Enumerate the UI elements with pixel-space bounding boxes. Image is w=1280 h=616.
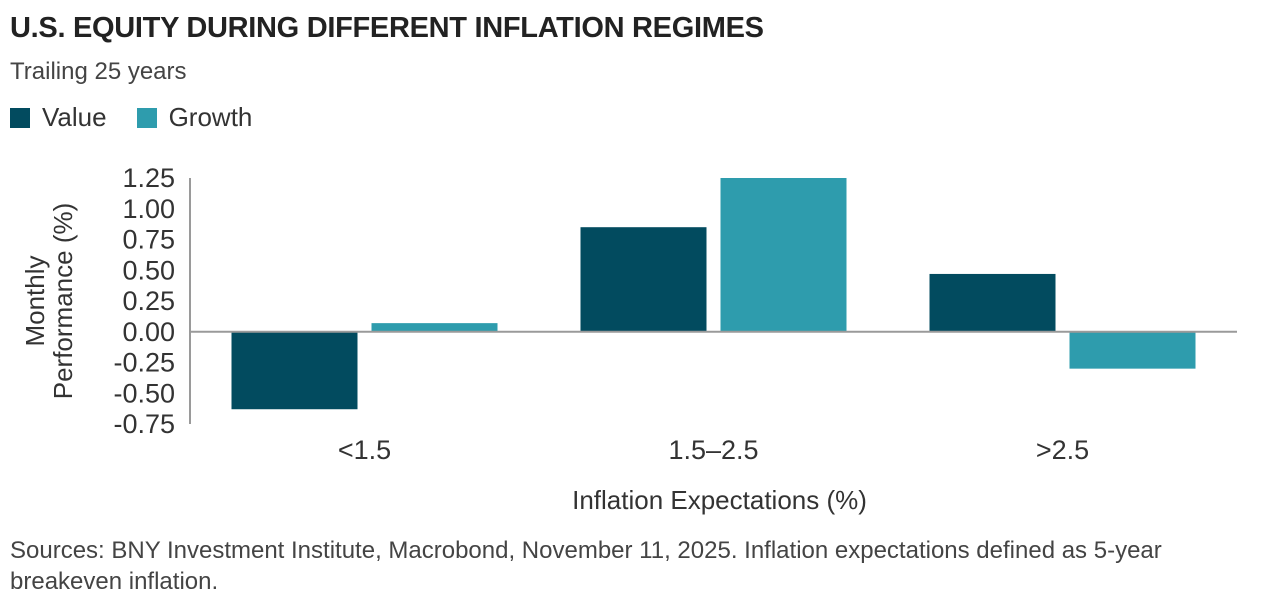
bars — [231, 178, 1196, 410]
legend-label-value: Value — [42, 102, 107, 132]
legend-swatch-growth — [136, 107, 157, 128]
legend-item-value: Value — [10, 102, 107, 133]
bar-value-1 — [580, 227, 707, 332]
y-tick-label: 0.00 — [122, 317, 175, 347]
y-tick-label: -0.50 — [113, 378, 175, 408]
y-axis-ticks: 1.251.000.750.500.250.00-0.25-0.50-0.75 — [113, 163, 175, 439]
y-tick-label: -0.75 — [113, 409, 175, 439]
chart-subtitle: Trailing 25 years — [10, 58, 187, 85]
y-tick-label: 1.00 — [122, 194, 175, 224]
y-axis-label-line2: Performance (%) — [48, 203, 78, 400]
bar-growth-1 — [720, 178, 847, 332]
y-axis-label-line1: Monthly — [20, 255, 50, 346]
bar-value-0 — [231, 331, 358, 410]
x-tick-label: >2.5 — [1036, 435, 1089, 465]
x-axis-label: Inflation Expectations (%) — [572, 485, 867, 515]
x-axis-ticks: <1.5 1.5–2.5 >2.5 — [338, 435, 1089, 465]
y-tick-label: -0.25 — [113, 348, 175, 378]
y-tick-label: 0.75 — [122, 225, 175, 255]
legend-label-growth: Growth — [168, 102, 253, 132]
y-tick-label: 0.25 — [122, 286, 175, 316]
bar-growth-0 — [371, 323, 498, 332]
legend-swatch-value — [10, 107, 30, 128]
x-tick-label: 1.5–2.5 — [668, 435, 758, 465]
legend-item-growth: Growth — [136, 102, 253, 133]
chart-title: U.S. EQUITY DURING DIFFERENT INFLATION R… — [10, 12, 764, 44]
bar-value-2 — [929, 273, 1056, 332]
sources-footnote: Sources: BNY Investment Institute, Macro… — [10, 537, 1162, 595]
x-tick-label: <1.5 — [338, 435, 391, 465]
bar-growth-2 — [1069, 331, 1196, 369]
y-tick-label: 0.50 — [122, 255, 175, 285]
y-tick-label: 1.25 — [122, 163, 175, 193]
legend: Value Growth — [10, 102, 282, 133]
bar-chart: 1.251.000.750.500.250.00-0.25-0.50-0.75 … — [20, 163, 1237, 515]
